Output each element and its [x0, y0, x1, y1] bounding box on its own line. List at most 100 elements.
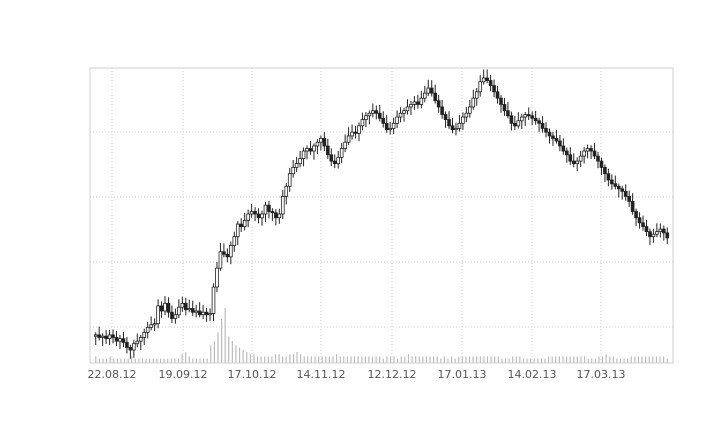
candle-body [492, 85, 496, 93]
candle-body [201, 311, 205, 316]
axes [89, 67, 674, 364]
candle-body [565, 150, 569, 156]
candle-body [104, 335, 108, 340]
candle-body [422, 92, 427, 99]
candle-body [211, 286, 216, 314]
candle-body [190, 308, 195, 313]
candle-body [222, 251, 226, 255]
candle-body [488, 80, 493, 86]
candle-body [274, 212, 278, 219]
candle-body [208, 313, 212, 316]
candle-body [648, 231, 652, 238]
candle-body [519, 116, 524, 122]
candle-body [246, 213, 250, 221]
candle-body [526, 114, 531, 117]
candle-body [308, 148, 313, 152]
candle-body [433, 92, 437, 102]
candle-body [623, 190, 628, 197]
candle-body [665, 232, 670, 239]
candle-body [630, 201, 635, 212]
candle-body [187, 308, 192, 311]
candle-body [578, 155, 583, 162]
candle-body [634, 211, 638, 219]
candle-body [315, 141, 320, 147]
candle-body [163, 303, 167, 312]
candle-body [551, 135, 555, 139]
candle-body [429, 87, 434, 94]
candle-body [322, 138, 327, 147]
candle-body [443, 114, 448, 120]
plot-frame [89, 67, 674, 364]
candle-body [606, 173, 611, 181]
candle-body [260, 213, 264, 219]
candle-body [662, 228, 666, 234]
candle-body [204, 311, 209, 316]
candle-body [485, 77, 489, 81]
candle-body [620, 188, 625, 192]
candle-body [471, 97, 476, 108]
candle-body [159, 305, 164, 312]
x-axis-labels: 22.08.12 19.09.12 17.10.12 14.11.12 12.12.12… [88, 368, 626, 381]
candle-body [381, 117, 386, 124]
candle-body [582, 150, 586, 157]
candle-body [336, 156, 341, 165]
candle-body [132, 343, 136, 351]
candle-body [610, 179, 614, 185]
candle-body [107, 334, 112, 340]
candle-body [229, 245, 233, 258]
candle-body [412, 101, 417, 105]
candle-body [242, 219, 247, 227]
candle-body [416, 101, 420, 105]
candle-body [121, 338, 126, 343]
candle-body [457, 122, 462, 129]
candle-body [277, 213, 282, 219]
candle-body [301, 150, 306, 159]
candle-body [145, 326, 150, 333]
candle-body [166, 303, 171, 313]
candle-body [180, 303, 185, 308]
candle-body [616, 185, 621, 190]
candle-body [312, 145, 316, 152]
candle-body [395, 116, 399, 124]
candle-body [183, 303, 188, 311]
candle-body [599, 160, 604, 168]
candle-body [194, 310, 198, 313]
candle-body [561, 145, 566, 152]
candle-body [118, 338, 122, 342]
candle-body [97, 334, 101, 338]
candle-body [346, 135, 351, 143]
candle-body [256, 213, 261, 219]
plot-background [90, 68, 673, 363]
candle-body [235, 223, 240, 238]
candle-body [388, 127, 392, 131]
candle-body [513, 122, 517, 127]
candle-body [474, 91, 479, 99]
candle-body [357, 125, 361, 134]
candle-body [125, 342, 129, 348]
candle-body [558, 140, 562, 147]
candle-body [419, 97, 424, 105]
candle-body [464, 112, 469, 118]
candle-body [461, 116, 465, 124]
candle-body [156, 305, 160, 324]
candle-body [468, 106, 472, 114]
candle-body [253, 211, 257, 215]
candle-body [360, 119, 365, 127]
candle-body [440, 106, 444, 115]
candle-body [364, 115, 368, 120]
candle-body [454, 127, 458, 131]
candle-body [270, 211, 275, 214]
candle-body [589, 148, 593, 152]
candle-body [554, 138, 559, 142]
candle-body [596, 155, 600, 162]
candle-body [371, 110, 375, 114]
candle-body [495, 91, 500, 99]
candle-body [540, 122, 545, 129]
candle-body [655, 231, 659, 235]
candle-body [637, 217, 642, 224]
candle-body [405, 106, 410, 112]
candle-body [603, 167, 607, 175]
candle-body [641, 222, 645, 227]
candle-body [280, 195, 285, 215]
